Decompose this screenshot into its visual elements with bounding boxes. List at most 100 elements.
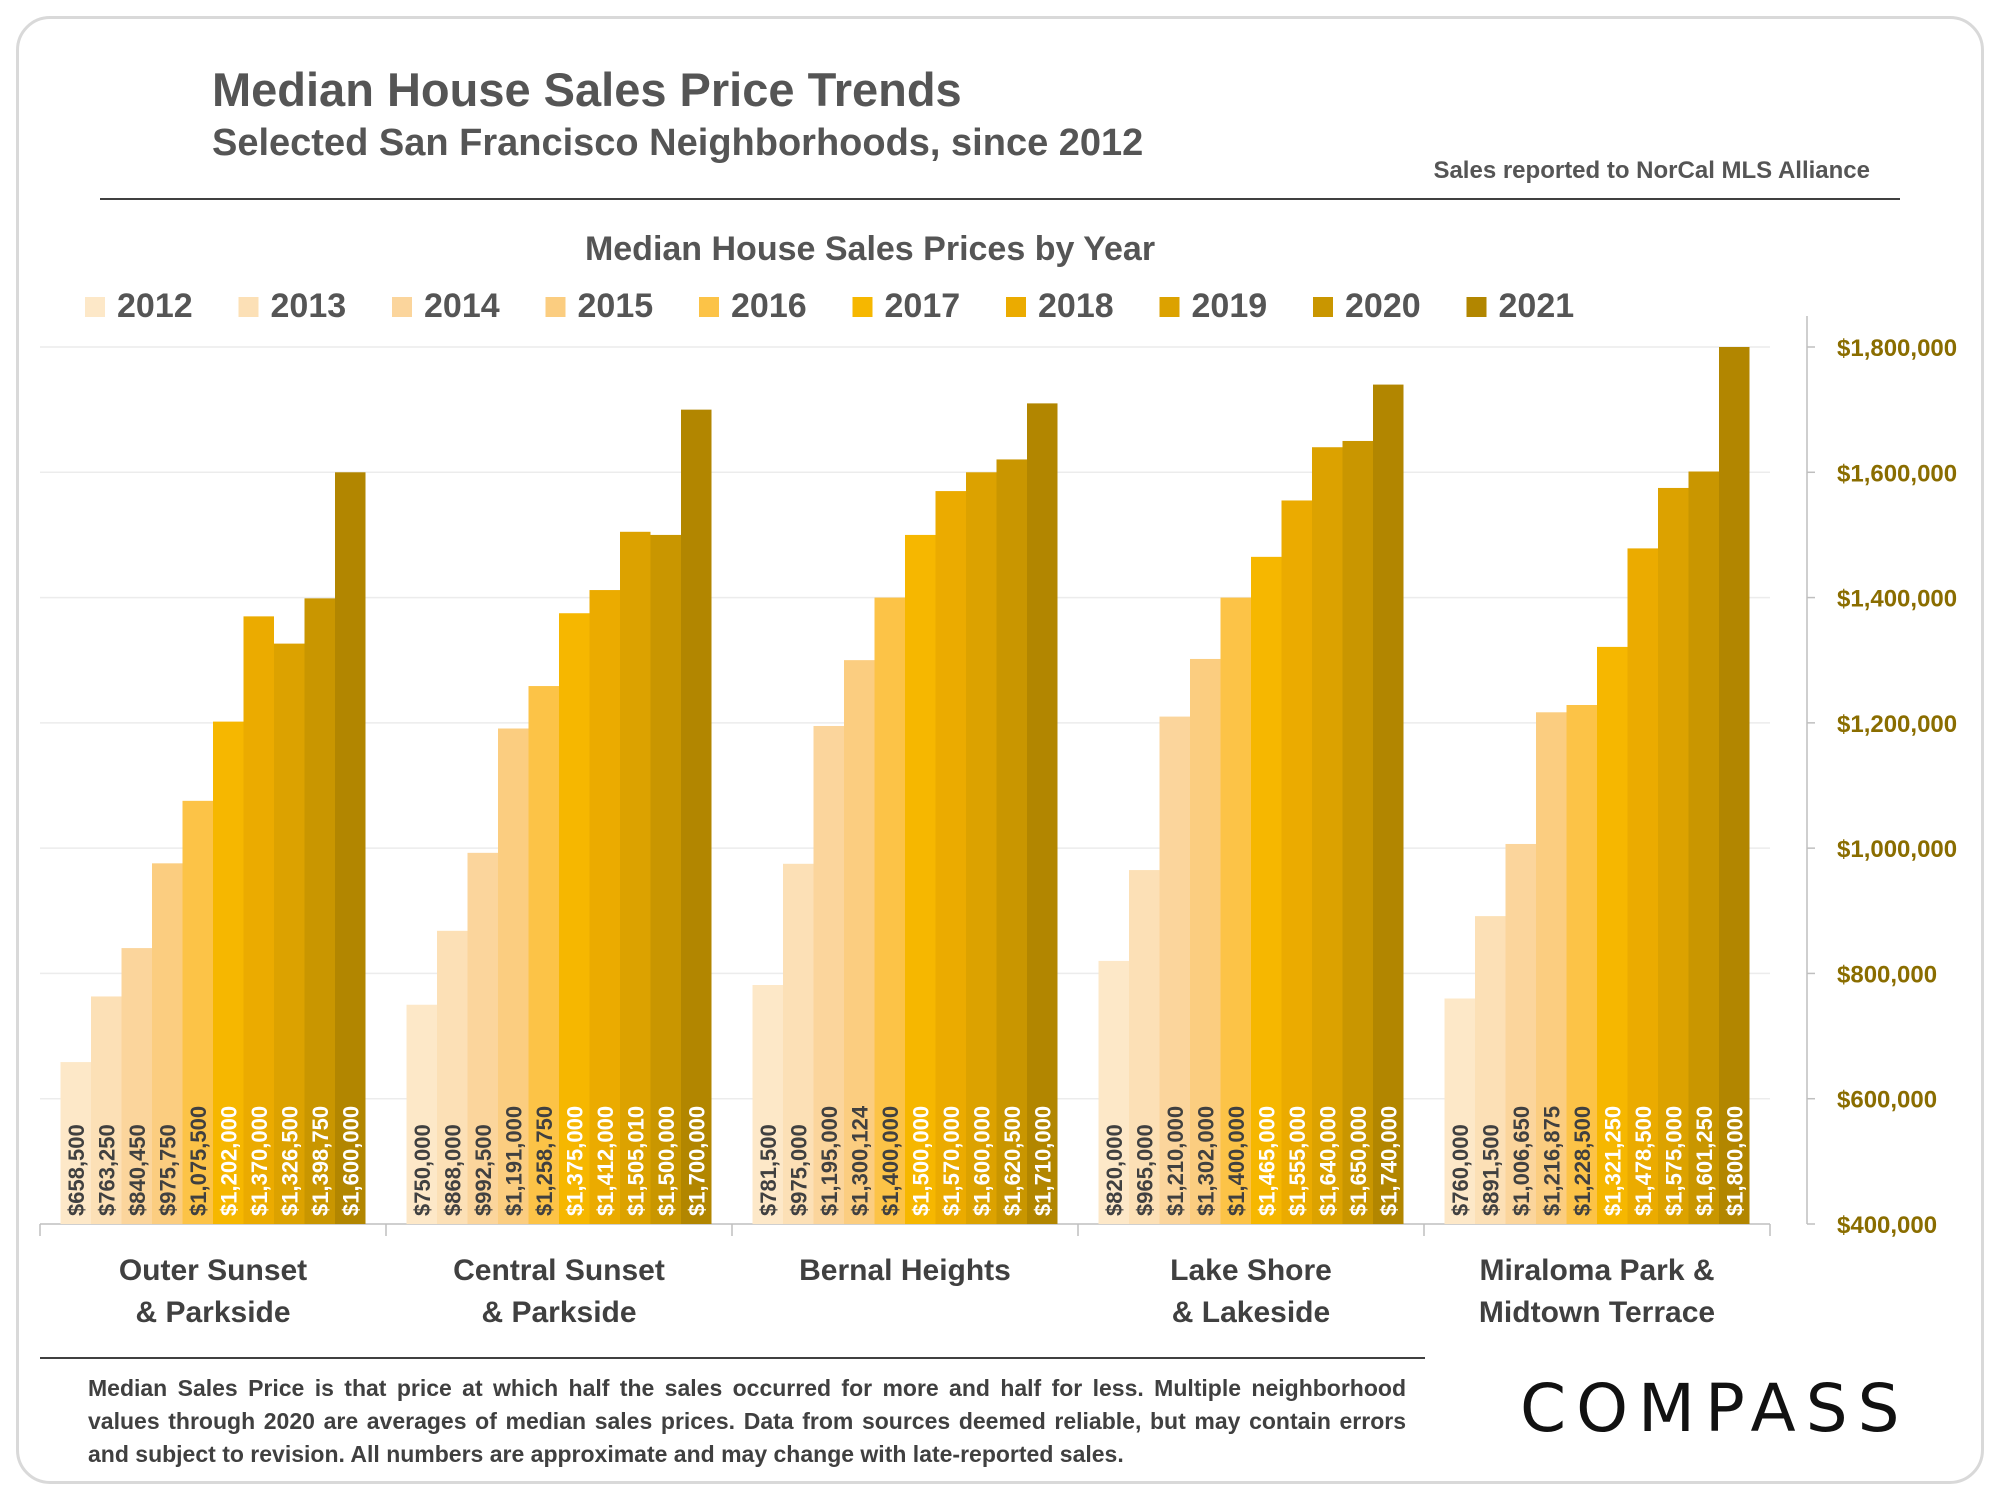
data-label: $965,000: [1132, 1124, 1157, 1216]
bar: [1536, 712, 1567, 1224]
data-label: $763,250: [94, 1124, 119, 1216]
bar: [620, 531, 651, 1224]
data-label: $1,210,000: [1163, 1106, 1188, 1216]
data-label: $760,000: [1448, 1124, 1473, 1216]
legend-label: 2016: [731, 287, 807, 325]
bar: [1129, 870, 1160, 1224]
data-label: $1,321,250: [1600, 1106, 1625, 1216]
y-tick-label: $1,800,000: [1837, 335, 1957, 362]
data-label: $1,710,000: [1030, 1106, 1055, 1216]
data-label: $1,006,650: [1509, 1106, 1534, 1216]
data-label: $975,750: [155, 1124, 180, 1216]
bar: [1688, 471, 1719, 1224]
legend-swatch: [1159, 297, 1180, 317]
data-label: $1,400,000: [878, 1106, 903, 1216]
data-label: $1,555,000: [1285, 1106, 1310, 1216]
bar: [152, 863, 183, 1224]
bar: [905, 534, 936, 1224]
legend-swatch: [699, 297, 719, 317]
bar: [182, 800, 213, 1224]
y-tick-label: $1,200,000: [1837, 711, 1957, 738]
legend-swatch: [545, 297, 566, 317]
footer-divider: [40, 1357, 1425, 1359]
bar: [1220, 597, 1251, 1224]
data-label: $1,500,000: [654, 1106, 679, 1216]
data-label: $1,375,000: [562, 1106, 587, 1216]
data-label: $975,000: [786, 1124, 811, 1216]
bar: [437, 930, 468, 1224]
bar: [1159, 716, 1190, 1224]
data-label: $1,650,000: [1346, 1106, 1371, 1216]
data-label: $1,620,500: [1000, 1106, 1025, 1216]
data-label: $1,465,000: [1254, 1106, 1279, 1216]
bar: [844, 660, 875, 1224]
bar: [213, 721, 244, 1224]
data-label: $658,500: [64, 1124, 89, 1216]
x-category-label: & Parkside: [481, 1296, 636, 1329]
data-label: $750,000: [410, 1124, 435, 1216]
data-label: $1,370,000: [247, 1106, 272, 1216]
bar: [1627, 548, 1658, 1224]
legend-label: 2013: [271, 287, 347, 325]
bar: [243, 616, 274, 1224]
page-title: Median House Sales Price Trends: [212, 63, 962, 116]
legend-swatch: [1466, 297, 1487, 317]
data-label: $1,505,010: [623, 1106, 648, 1216]
bar: [1373, 384, 1404, 1225]
legend-label: 2015: [578, 287, 654, 325]
bar: [304, 598, 335, 1224]
data-label: $1,216,875: [1539, 1106, 1564, 1216]
bar: [874, 597, 905, 1224]
bar: [996, 459, 1027, 1224]
x-category-label: Lake Shore: [1170, 1254, 1332, 1287]
x-category-label: Midtown Terrace: [1479, 1296, 1715, 1329]
header-divider: [100, 198, 1900, 200]
bar: [752, 985, 783, 1224]
bar: [1342, 440, 1373, 1224]
bar: [528, 686, 559, 1224]
data-label: $1,740,000: [1376, 1106, 1401, 1216]
bar: [1475, 916, 1506, 1224]
y-tick-label: $400,000: [1837, 1212, 1937, 1239]
bar: [335, 472, 366, 1224]
x-category-label: & Lakeside: [1172, 1296, 1330, 1329]
data-label: $781,500: [756, 1124, 781, 1216]
page-subtitle: Selected San Francisco Neighborhoods, si…: [212, 122, 1144, 164]
x-category-label: Central Sunset: [453, 1254, 665, 1287]
data-label: $1,400,000: [1224, 1106, 1249, 1216]
bar: [1251, 556, 1282, 1224]
y-tick-label: $1,000,000: [1837, 836, 1957, 863]
chart-title: Median House Sales Prices by Year: [584, 230, 1156, 268]
bar: [1444, 998, 1475, 1224]
legend-swatch: [1006, 297, 1026, 317]
bar: [467, 852, 498, 1224]
data-label: $1,228,500: [1570, 1106, 1595, 1216]
legend-swatch: [1313, 297, 1333, 317]
data-label: $1,700,000: [684, 1106, 709, 1216]
bar: [589, 590, 620, 1224]
source-note: Sales reported to NorCal MLS Alliance: [1433, 157, 1870, 184]
bar: [274, 643, 305, 1224]
legend-swatch: [852, 297, 873, 317]
bar: [966, 472, 997, 1224]
bar: [559, 613, 590, 1224]
legend-label: 2018: [1038, 287, 1114, 325]
bar: [121, 948, 152, 1224]
bar: [60, 1062, 91, 1224]
legend-label: 2017: [885, 287, 961, 325]
compass-logo: COMPASS: [1520, 1370, 1910, 1447]
bar: [406, 1004, 437, 1224]
data-label: $1,326,500: [277, 1106, 302, 1216]
data-label: $1,202,000: [216, 1106, 241, 1216]
bar: [935, 491, 966, 1224]
data-label: $1,302,000: [1193, 1106, 1218, 1216]
legend-label: 2019: [1192, 287, 1268, 325]
bar: [1566, 705, 1597, 1224]
legend-swatch: [85, 297, 105, 317]
legend-label: 2020: [1345, 287, 1421, 325]
data-label: $1,575,000: [1661, 1106, 1686, 1216]
bar: [91, 996, 122, 1224]
data-label: $1,500,000: [908, 1106, 933, 1216]
data-label: $992,500: [471, 1124, 496, 1216]
